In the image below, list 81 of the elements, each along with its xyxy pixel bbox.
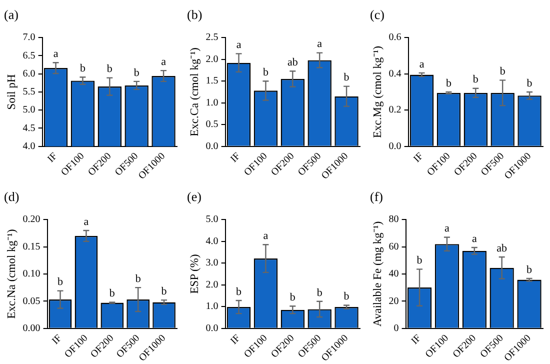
annotation: b <box>526 77 533 90</box>
y-tick-label: 0.4 <box>388 68 402 80</box>
annotation: b <box>236 286 242 298</box>
y-axis-title: Exc.Mg (cmol kg⁻¹) <box>372 46 384 138</box>
y-axis-title: Exc.Na (cmol kg⁻¹) <box>6 229 18 319</box>
annotation: b <box>135 272 142 285</box>
x-tick-label: IF <box>412 150 426 165</box>
y-tick-label: 80 <box>388 214 399 226</box>
y-tick-label: 0.20 <box>22 214 40 226</box>
y-tick-label: 0.2 <box>388 104 402 116</box>
y-tick-label: 4.0 <box>22 140 36 152</box>
annotation: a <box>444 222 450 235</box>
annotation: b <box>80 62 86 74</box>
x-tick-label: IF <box>409 332 424 347</box>
y-tick-label: 5.0 <box>206 214 218 226</box>
y-tick-label: 1.0 <box>206 97 218 108</box>
annotation: b <box>134 66 140 79</box>
annotation: b <box>161 285 168 298</box>
chart-title: (d) <box>4 189 20 204</box>
y-axis-title: Soil pH <box>6 74 18 110</box>
x-tick-label: IF <box>46 150 60 165</box>
y-tick-label: 2.0 <box>206 54 218 65</box>
annotation: b <box>106 63 113 76</box>
annotation: b <box>526 264 533 276</box>
y-tick-label: 5.0 <box>22 104 36 116</box>
annotation: a <box>161 56 166 68</box>
y-tick-label: 0.6 <box>388 32 402 44</box>
chart-title: (c) <box>370 7 384 22</box>
chart-title: (f) <box>370 189 383 204</box>
annotation: b <box>290 292 296 304</box>
x-tick-label: IF <box>228 332 244 347</box>
x-tick-label: IF <box>50 332 65 347</box>
annotation: a <box>419 58 424 70</box>
y-tick-label: 0.5 <box>206 119 218 130</box>
y-tick-label: 60 <box>388 241 399 252</box>
annotation: b <box>109 288 116 300</box>
annotation: b <box>262 66 269 78</box>
annotation: b <box>344 290 350 303</box>
y-tick-label: 0.0 <box>388 140 402 152</box>
annotation: b <box>316 286 323 299</box>
annotation: b <box>416 254 423 267</box>
y-tick-label: 0.00 <box>22 322 40 334</box>
y-tick-label: 4.5 <box>22 122 36 134</box>
y-tick-label: 0.05 <box>22 296 40 307</box>
y-tick-label: 7.0 <box>22 32 36 44</box>
y-tick-label: 0.10 <box>22 268 40 280</box>
y-tick-label: 0 <box>394 322 399 334</box>
annotation: a <box>53 48 58 60</box>
y-tick-label: 5.5 <box>22 86 36 98</box>
y-axis-title: ESP (%) <box>188 254 201 294</box>
y-tick-label: 2.5 <box>206 32 218 44</box>
y-tick-label: 6.0 <box>22 68 36 80</box>
x-tick-label: IF <box>228 150 244 165</box>
y-tick-label: 1.5 <box>206 76 218 87</box>
y-tick-label: 1.0 <box>206 301 218 312</box>
y-tick-label: 0.0 <box>206 140 218 152</box>
y-tick-label: 6.5 <box>22 50 36 62</box>
annotation: ab <box>287 56 298 68</box>
y-axis-title: Exc.Ca (cmol kg⁻¹) <box>188 47 201 136</box>
annotation: a <box>263 230 268 242</box>
annotation: b <box>446 77 452 90</box>
annotation: b <box>472 74 479 86</box>
y-tick-label: 40 <box>388 268 399 280</box>
annotation: a <box>84 216 89 228</box>
y-tick-label: 20 <box>388 296 399 307</box>
y-tick-label: 4.0 <box>206 236 218 247</box>
chart-title: (b) <box>187 7 202 22</box>
annotation: a <box>317 38 322 50</box>
chart-title: (e) <box>187 189 202 204</box>
y-axis-title: Available Fe (mg kg⁻¹) <box>372 221 384 327</box>
annotation: ab <box>496 242 508 254</box>
annotation: b <box>58 276 64 288</box>
y-tick-label: 0.0 <box>206 322 218 334</box>
annotation: a <box>236 39 242 52</box>
y-tick-label: 0.15 <box>22 241 40 252</box>
annotation: b <box>344 72 350 84</box>
y-tick-label: 2.0 <box>206 279 218 290</box>
y-tick-label: 3.0 <box>206 258 218 269</box>
annotation: b <box>500 66 506 78</box>
chart-title: (a) <box>4 7 18 22</box>
annotation: a <box>472 232 477 245</box>
